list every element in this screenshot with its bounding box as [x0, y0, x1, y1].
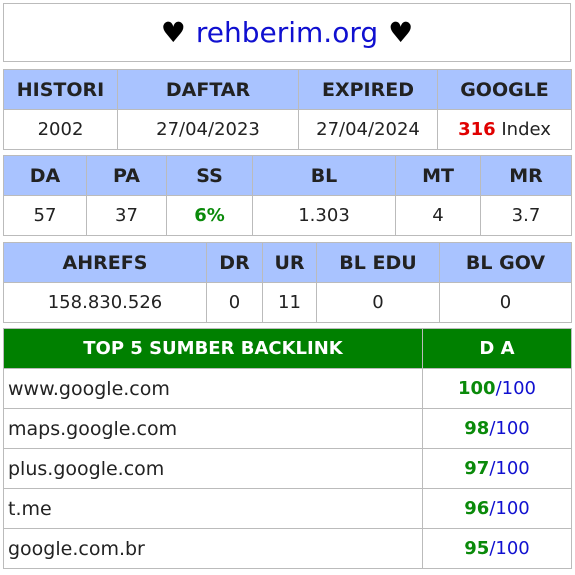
header-daftar: DAFTAR: [117, 69, 299, 110]
site-title-box: ♥ rehberim.org ♥: [3, 3, 571, 62]
score-value: 100: [457, 378, 496, 399]
table-row: 158.830.526 0 11 0 0: [3, 282, 572, 323]
value-mt: 4: [395, 195, 481, 236]
header-google: GOOGLE: [437, 69, 572, 110]
value-pa: 37: [86, 195, 167, 236]
header-mr: MR: [480, 155, 572, 196]
header-pa: PA: [86, 155, 167, 196]
score-value: 95: [464, 538, 490, 559]
table-row: maps.google.com 98/100: [3, 408, 572, 449]
score-separator: /: [489, 418, 496, 439]
header-dr: DR: [206, 242, 263, 283]
score-separator: /: [489, 458, 496, 479]
value-dr: 0: [206, 282, 263, 323]
site-name[interactable]: rehberim.org: [195, 16, 379, 49]
backlink-domain[interactable]: plus.google.com: [3, 448, 423, 489]
backlink-score: 97/100: [422, 448, 572, 489]
value-ur: 11: [262, 282, 317, 323]
score-max: 100: [495, 498, 530, 519]
value-google: 316 Index: [437, 109, 572, 150]
header-da-score: D A: [422, 328, 572, 369]
header-da: DA: [3, 155, 87, 196]
backlink-score: 96/100: [422, 488, 572, 529]
value-ahrefs: 158.830.526: [3, 282, 207, 323]
score-value: 96: [464, 498, 490, 519]
table-row: t.me 96/100: [3, 488, 572, 529]
score-separator: /: [489, 498, 496, 519]
table-header-row: TOP 5 SUMBER BACKLINK D A: [3, 328, 572, 369]
header-ss: SS: [166, 155, 253, 196]
header-top-backlink: TOP 5 SUMBER BACKLINK: [3, 328, 423, 369]
backlink-score: 100/100: [422, 368, 572, 409]
score-max: 100: [495, 538, 530, 559]
backlink-domain[interactable]: maps.google.com: [3, 408, 423, 449]
backlink-score: 98/100: [422, 408, 572, 449]
score-max: 100: [495, 458, 530, 479]
backlink-score: 95/100: [422, 528, 572, 569]
table-row: plus.google.com 97/100: [3, 448, 572, 489]
header-ahrefs: AHREFS: [3, 242, 207, 283]
header-bl-gov: BL GOV: [439, 242, 572, 283]
header-mt: MT: [395, 155, 481, 196]
table-row: www.google.com 100/100: [3, 368, 572, 409]
backlink-domain[interactable]: t.me: [3, 488, 423, 529]
score-value: 98: [464, 418, 490, 439]
header-histori: HISTORI: [3, 69, 118, 110]
header-expired: EXPIRED: [298, 69, 438, 110]
authority-table: DA PA SS BL MT MR 57 37 6% 1.303 4 3.7: [3, 155, 572, 236]
value-histori: 2002: [3, 109, 118, 150]
heart-icon: ♥: [160, 16, 186, 49]
backlink-domain[interactable]: www.google.com: [3, 368, 423, 409]
value-bl: 1.303: [252, 195, 396, 236]
table-header-row: DA PA SS BL MT MR: [3, 155, 572, 196]
value-daftar: 27/04/2023: [117, 109, 299, 150]
value-mr: 3.7: [480, 195, 572, 236]
domain-info-table: HISTORI DAFTAR EXPIRED GOOGLE 2002 27/04…: [3, 69, 572, 150]
value-expired: 27/04/2024: [298, 109, 438, 150]
value-bl-edu: 0: [316, 282, 440, 323]
score-value: 97: [464, 458, 490, 479]
google-index-count: 316: [458, 119, 496, 140]
table-row: 57 37 6% 1.303 4 3.7: [3, 195, 572, 236]
value-da: 57: [3, 195, 87, 236]
ahrefs-table: AHREFS DR UR BL EDU BL GOV 158.830.526 0…: [3, 242, 572, 323]
value-ss: 6%: [166, 195, 253, 236]
header-bl-edu: BL EDU: [316, 242, 440, 283]
score-separator: /: [495, 378, 502, 399]
table-row: 2002 27/04/2023 27/04/2024 316 Index: [3, 109, 572, 150]
google-index-label: Index: [501, 119, 551, 140]
table-header-row: AHREFS DR UR BL EDU BL GOV: [3, 242, 572, 283]
score-separator: /: [489, 538, 496, 559]
score-max: 100: [501, 378, 536, 399]
backlink-domain[interactable]: google.com.br: [3, 528, 423, 569]
score-max: 100: [495, 418, 530, 439]
header-ur: UR: [262, 242, 317, 283]
backlink-table: TOP 5 SUMBER BACKLINK D A www.google.com…: [3, 328, 572, 569]
heart-icon: ♥: [388, 16, 414, 49]
table-header-row: HISTORI DAFTAR EXPIRED GOOGLE: [3, 69, 572, 110]
header-bl: BL: [252, 155, 396, 196]
table-row: google.com.br 95/100: [3, 528, 572, 569]
value-bl-gov: 0: [439, 282, 572, 323]
